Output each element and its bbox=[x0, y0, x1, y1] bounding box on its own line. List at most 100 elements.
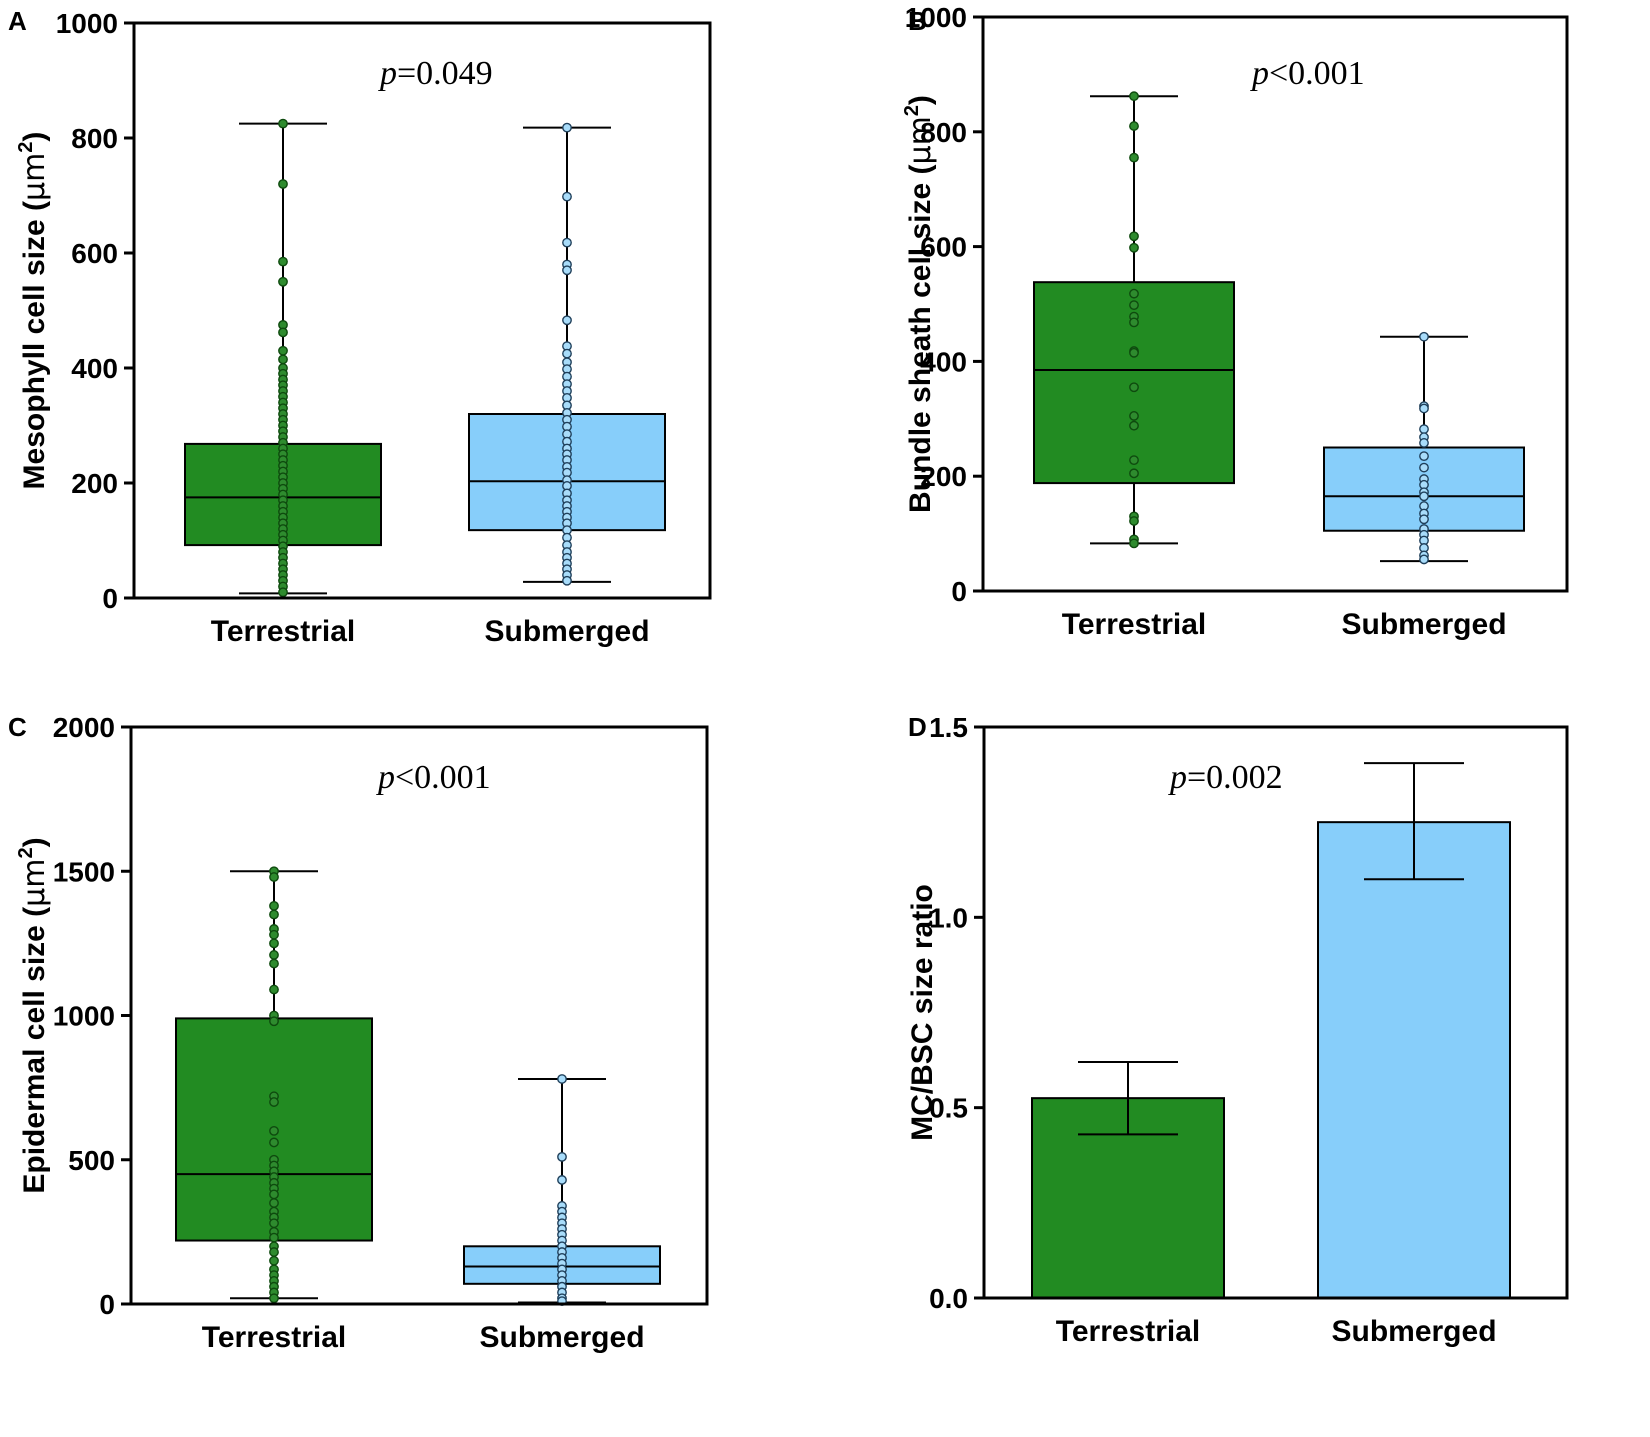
y-axis-title: Mesophyll cell size (μm2) bbox=[15, 132, 52, 490]
y-axis-title-sup: 2 bbox=[901, 105, 923, 116]
y-axis-title-close: ) bbox=[904, 95, 937, 105]
x-category-label: Terrestrial bbox=[211, 615, 356, 648]
p-value-symbol: p bbox=[376, 759, 395, 796]
p-value: p=0.049 bbox=[378, 55, 493, 92]
data-point bbox=[278, 256, 288, 267]
data-point bbox=[562, 122, 572, 133]
y-tick-label: 800 bbox=[71, 123, 118, 154]
plot-frame bbox=[132, 21, 712, 600]
y-axis-title-main: Epidermal cell size ( bbox=[18, 907, 51, 1194]
box-terrestrial bbox=[175, 866, 373, 1304]
data-point bbox=[1129, 455, 1139, 466]
data-point bbox=[269, 1293, 279, 1304]
data-point bbox=[269, 1232, 279, 1243]
y-tick-label: 200 bbox=[920, 461, 967, 492]
y-tick-label: 0 bbox=[102, 583, 118, 614]
bar-submerged bbox=[1317, 762, 1511, 1300]
data-point bbox=[278, 354, 288, 365]
y-axis-title-unit: μm bbox=[17, 859, 52, 907]
panel-letter: D bbox=[908, 712, 927, 742]
panel-d: D 0.0 0.5 1.0 1.5 MC/BSC size ratio Terrestria… bbox=[906, 712, 1569, 1348]
y-tick-label: 1000 bbox=[56, 8, 118, 39]
y-axis-title-main: Mesophyll cell size ( bbox=[18, 201, 51, 489]
data-point bbox=[562, 191, 572, 202]
y-tick-label: 1000 bbox=[905, 2, 967, 33]
panel-letter: C bbox=[8, 712, 27, 742]
box-submerged bbox=[1323, 331, 1525, 565]
data-point bbox=[1129, 242, 1139, 253]
p-value-number: <0.001 bbox=[1269, 55, 1365, 92]
p-value: p=0.002 bbox=[1168, 759, 1283, 796]
panel-a: A 0 200 400 600 800 1000 Mesophyll cell size (μ… bbox=[8, 6, 712, 648]
data-point bbox=[557, 1151, 567, 1162]
p-value-number: =0.049 bbox=[397, 55, 493, 92]
panel-letter: A bbox=[8, 6, 27, 36]
data-point bbox=[562, 237, 572, 248]
data-point bbox=[269, 1255, 279, 1266]
data-point bbox=[278, 587, 288, 598]
box-terrestrial bbox=[1033, 91, 1235, 549]
data-point bbox=[1129, 382, 1139, 393]
y-tick-label: 1000 bbox=[53, 1001, 115, 1032]
y-tick-label: 0.5 bbox=[929, 1093, 968, 1124]
data-point bbox=[1129, 121, 1139, 131]
y-tick-label: 0.0 bbox=[929, 1283, 968, 1314]
y-axis-title-unit: μm bbox=[903, 116, 938, 164]
data-point bbox=[269, 1189, 279, 1200]
y-tick-label: 0 bbox=[951, 576, 967, 607]
y-tick-label: 0 bbox=[99, 1289, 115, 1320]
data-point bbox=[269, 1126, 279, 1136]
p-value-symbol: p bbox=[378, 55, 397, 92]
data-point bbox=[1129, 317, 1139, 328]
data-point bbox=[269, 900, 279, 911]
y-tick-label: 1.0 bbox=[929, 902, 968, 933]
data-point bbox=[1419, 491, 1429, 502]
data-point bbox=[1419, 424, 1429, 435]
box-submerged bbox=[463, 1074, 661, 1307]
y-tick-label: 200 bbox=[71, 468, 118, 499]
p-value-symbol: p bbox=[1168, 759, 1187, 796]
data-point bbox=[269, 872, 279, 882]
data-point bbox=[1419, 514, 1429, 525]
x-category-label: Submerged bbox=[1341, 608, 1506, 641]
data-point bbox=[1129, 91, 1139, 102]
data-point bbox=[269, 929, 279, 940]
data-point bbox=[269, 950, 279, 960]
data-point bbox=[269, 938, 279, 949]
y-tick-label: 800 bbox=[920, 117, 967, 148]
data-point bbox=[269, 1247, 279, 1257]
p-value: p<0.001 bbox=[376, 759, 491, 796]
y-axis-title: Bundle sheath cell size (μm2) bbox=[901, 95, 938, 513]
data-point bbox=[1419, 438, 1429, 448]
x-category-label: Terrestrial bbox=[202, 1321, 347, 1354]
plot-frame bbox=[129, 725, 709, 1306]
data-point bbox=[278, 327, 288, 338]
data-point bbox=[1129, 411, 1139, 421]
y-tick-label: 400 bbox=[920, 346, 967, 377]
data-point bbox=[1129, 231, 1139, 242]
data-point bbox=[269, 1016, 279, 1027]
data-point bbox=[562, 575, 572, 586]
y-axis-title-sup: 2 bbox=[15, 847, 37, 858]
data-point bbox=[278, 345, 288, 356]
data-point bbox=[269, 1137, 279, 1148]
bar-terrestrial bbox=[1031, 1060, 1225, 1300]
y-axis-title-sup: 2 bbox=[15, 142, 37, 153]
x-category-label: Submerged bbox=[1331, 1315, 1496, 1348]
y-tick-label: 600 bbox=[920, 232, 967, 263]
panel-letter: B bbox=[908, 6, 927, 36]
data-point bbox=[1419, 554, 1429, 565]
y-axis-title: Epidermal cell size (μm2) bbox=[15, 837, 52, 1193]
bar bbox=[1317, 821, 1511, 1300]
data-point bbox=[269, 1218, 279, 1229]
p-value-number: <0.001 bbox=[395, 759, 491, 796]
data-point bbox=[557, 1175, 567, 1185]
plot-frame bbox=[981, 15, 1569, 593]
data-point bbox=[1129, 420, 1139, 431]
data-point bbox=[269, 1198, 279, 1208]
data-point bbox=[1129, 152, 1139, 163]
data-point bbox=[278, 276, 288, 287]
data-point bbox=[269, 984, 279, 995]
y-axis-title-unit: μm bbox=[17, 153, 52, 201]
